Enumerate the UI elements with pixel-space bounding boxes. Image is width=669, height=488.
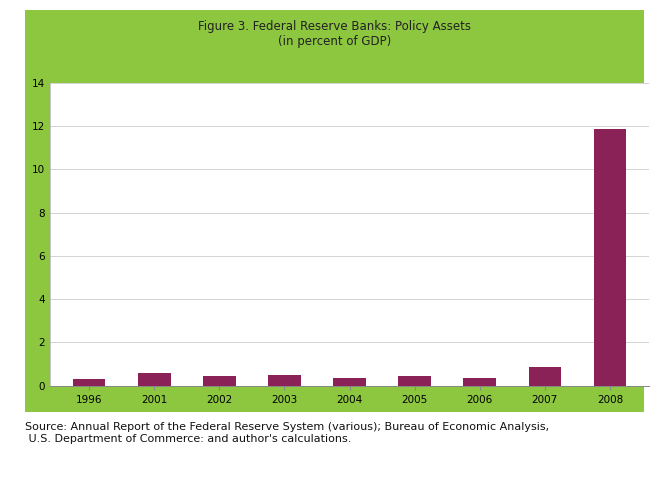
Bar	[203, 376, 235, 386]
Bar	[593, 129, 626, 386]
Bar	[73, 379, 106, 386]
Bar	[529, 366, 561, 386]
Text: (in percent of GDP): (in percent of GDP)	[278, 35, 391, 48]
Text: Figure 3. Federal Reserve Banks: Policy Assets: Figure 3. Federal Reserve Banks: Policy …	[198, 20, 471, 33]
Bar	[268, 375, 301, 386]
Bar	[333, 378, 366, 386]
Text: Source: Annual Report of the Federal Reserve System (various); Bureau of Economi: Source: Annual Report of the Federal Res…	[25, 422, 549, 444]
Bar	[138, 373, 171, 386]
Bar	[398, 376, 431, 386]
Bar	[464, 378, 496, 386]
